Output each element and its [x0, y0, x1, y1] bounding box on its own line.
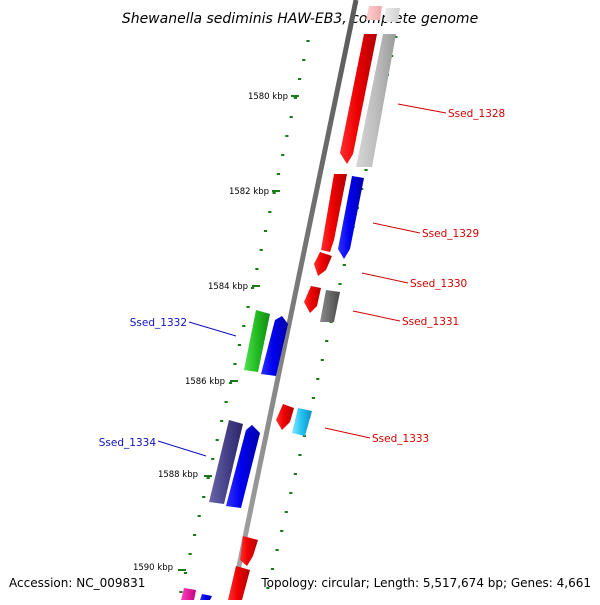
scale-label: 1590 kbp — [133, 563, 173, 573]
gene-label-ssed-1334[interactable]: Ssed_1334 — [99, 437, 157, 449]
gene-feature[interactable] — [366, 6, 382, 20]
gene-features — [181, 6, 400, 600]
callout-line — [157, 440, 207, 457]
gene-ssed-1328[interactable] — [340, 34, 377, 164]
callout-line — [361, 272, 409, 284]
gene-feature[interactable] — [356, 34, 396, 167]
callout-line — [352, 310, 401, 322]
callout-line — [324, 427, 371, 439]
scale-label: 1588 kbp — [158, 470, 198, 480]
gene-feature[interactable] — [226, 425, 260, 508]
scale-labels: 1580 kbp 1582 kbp 1584 kbp 1586 kbp 1588… — [133, 92, 299, 573]
gene-ssed-1331[interactable] — [320, 290, 340, 322]
gene-labels: Ssed_1328 Ssed_1329 Ssed_1330 Ssed_1331 … — [99, 108, 505, 449]
gene-feature[interactable] — [304, 286, 321, 313]
gene-ssed-1329[interactable] — [338, 176, 364, 259]
gene-label-ssed-1333[interactable]: Ssed_1333 — [372, 433, 429, 445]
scale-label: 1586 kbp — [185, 377, 225, 387]
gene-label-ssed-1332[interactable]: Ssed_1332 — [130, 317, 187, 329]
map-title: Shewanella sediminis HAW-EB3, complete g… — [122, 11, 478, 27]
tick-marks — [179, 36, 398, 593]
accession-text: Accession: NC_009831 — [9, 576, 146, 590]
gene-ssed-1334[interactable] — [209, 420, 243, 504]
scale-label: 1584 kbp — [208, 282, 248, 292]
gene-ssed-1333[interactable] — [292, 408, 312, 436]
topology-summary: Topology: circular; Length: 5,517,674 bp… — [261, 576, 591, 590]
gene-feature[interactable] — [240, 536, 258, 566]
callout-line — [397, 103, 447, 114]
genome-backbone — [229, 0, 359, 601]
gene-label-ssed-1329[interactable]: Ssed_1329 — [422, 228, 479, 240]
gene-feature[interactable] — [276, 404, 294, 430]
gene-feature[interactable] — [181, 588, 196, 600]
gene-feature[interactable] — [261, 316, 288, 376]
gene-ssed-1330[interactable] — [314, 252, 332, 276]
callout-line — [188, 321, 237, 337]
scale-label: 1580 kbp — [248, 92, 288, 102]
scale-label: 1582 kbp — [229, 187, 269, 197]
callout-lines — [157, 103, 447, 457]
gene-label-ssed-1330[interactable]: Ssed_1330 — [410, 278, 467, 290]
callout-line — [372, 222, 421, 234]
gene-feature[interactable] — [384, 8, 400, 22]
gene-label-ssed-1328[interactable]: Ssed_1328 — [448, 108, 505, 120]
gene-feature[interactable] — [200, 594, 212, 600]
gene-feature[interactable] — [228, 566, 250, 600]
gene-feature[interactable] — [321, 174, 347, 252]
gene-label-ssed-1331[interactable]: Ssed_1331 — [402, 316, 459, 328]
gene-ssed-1332[interactable] — [244, 310, 270, 372]
